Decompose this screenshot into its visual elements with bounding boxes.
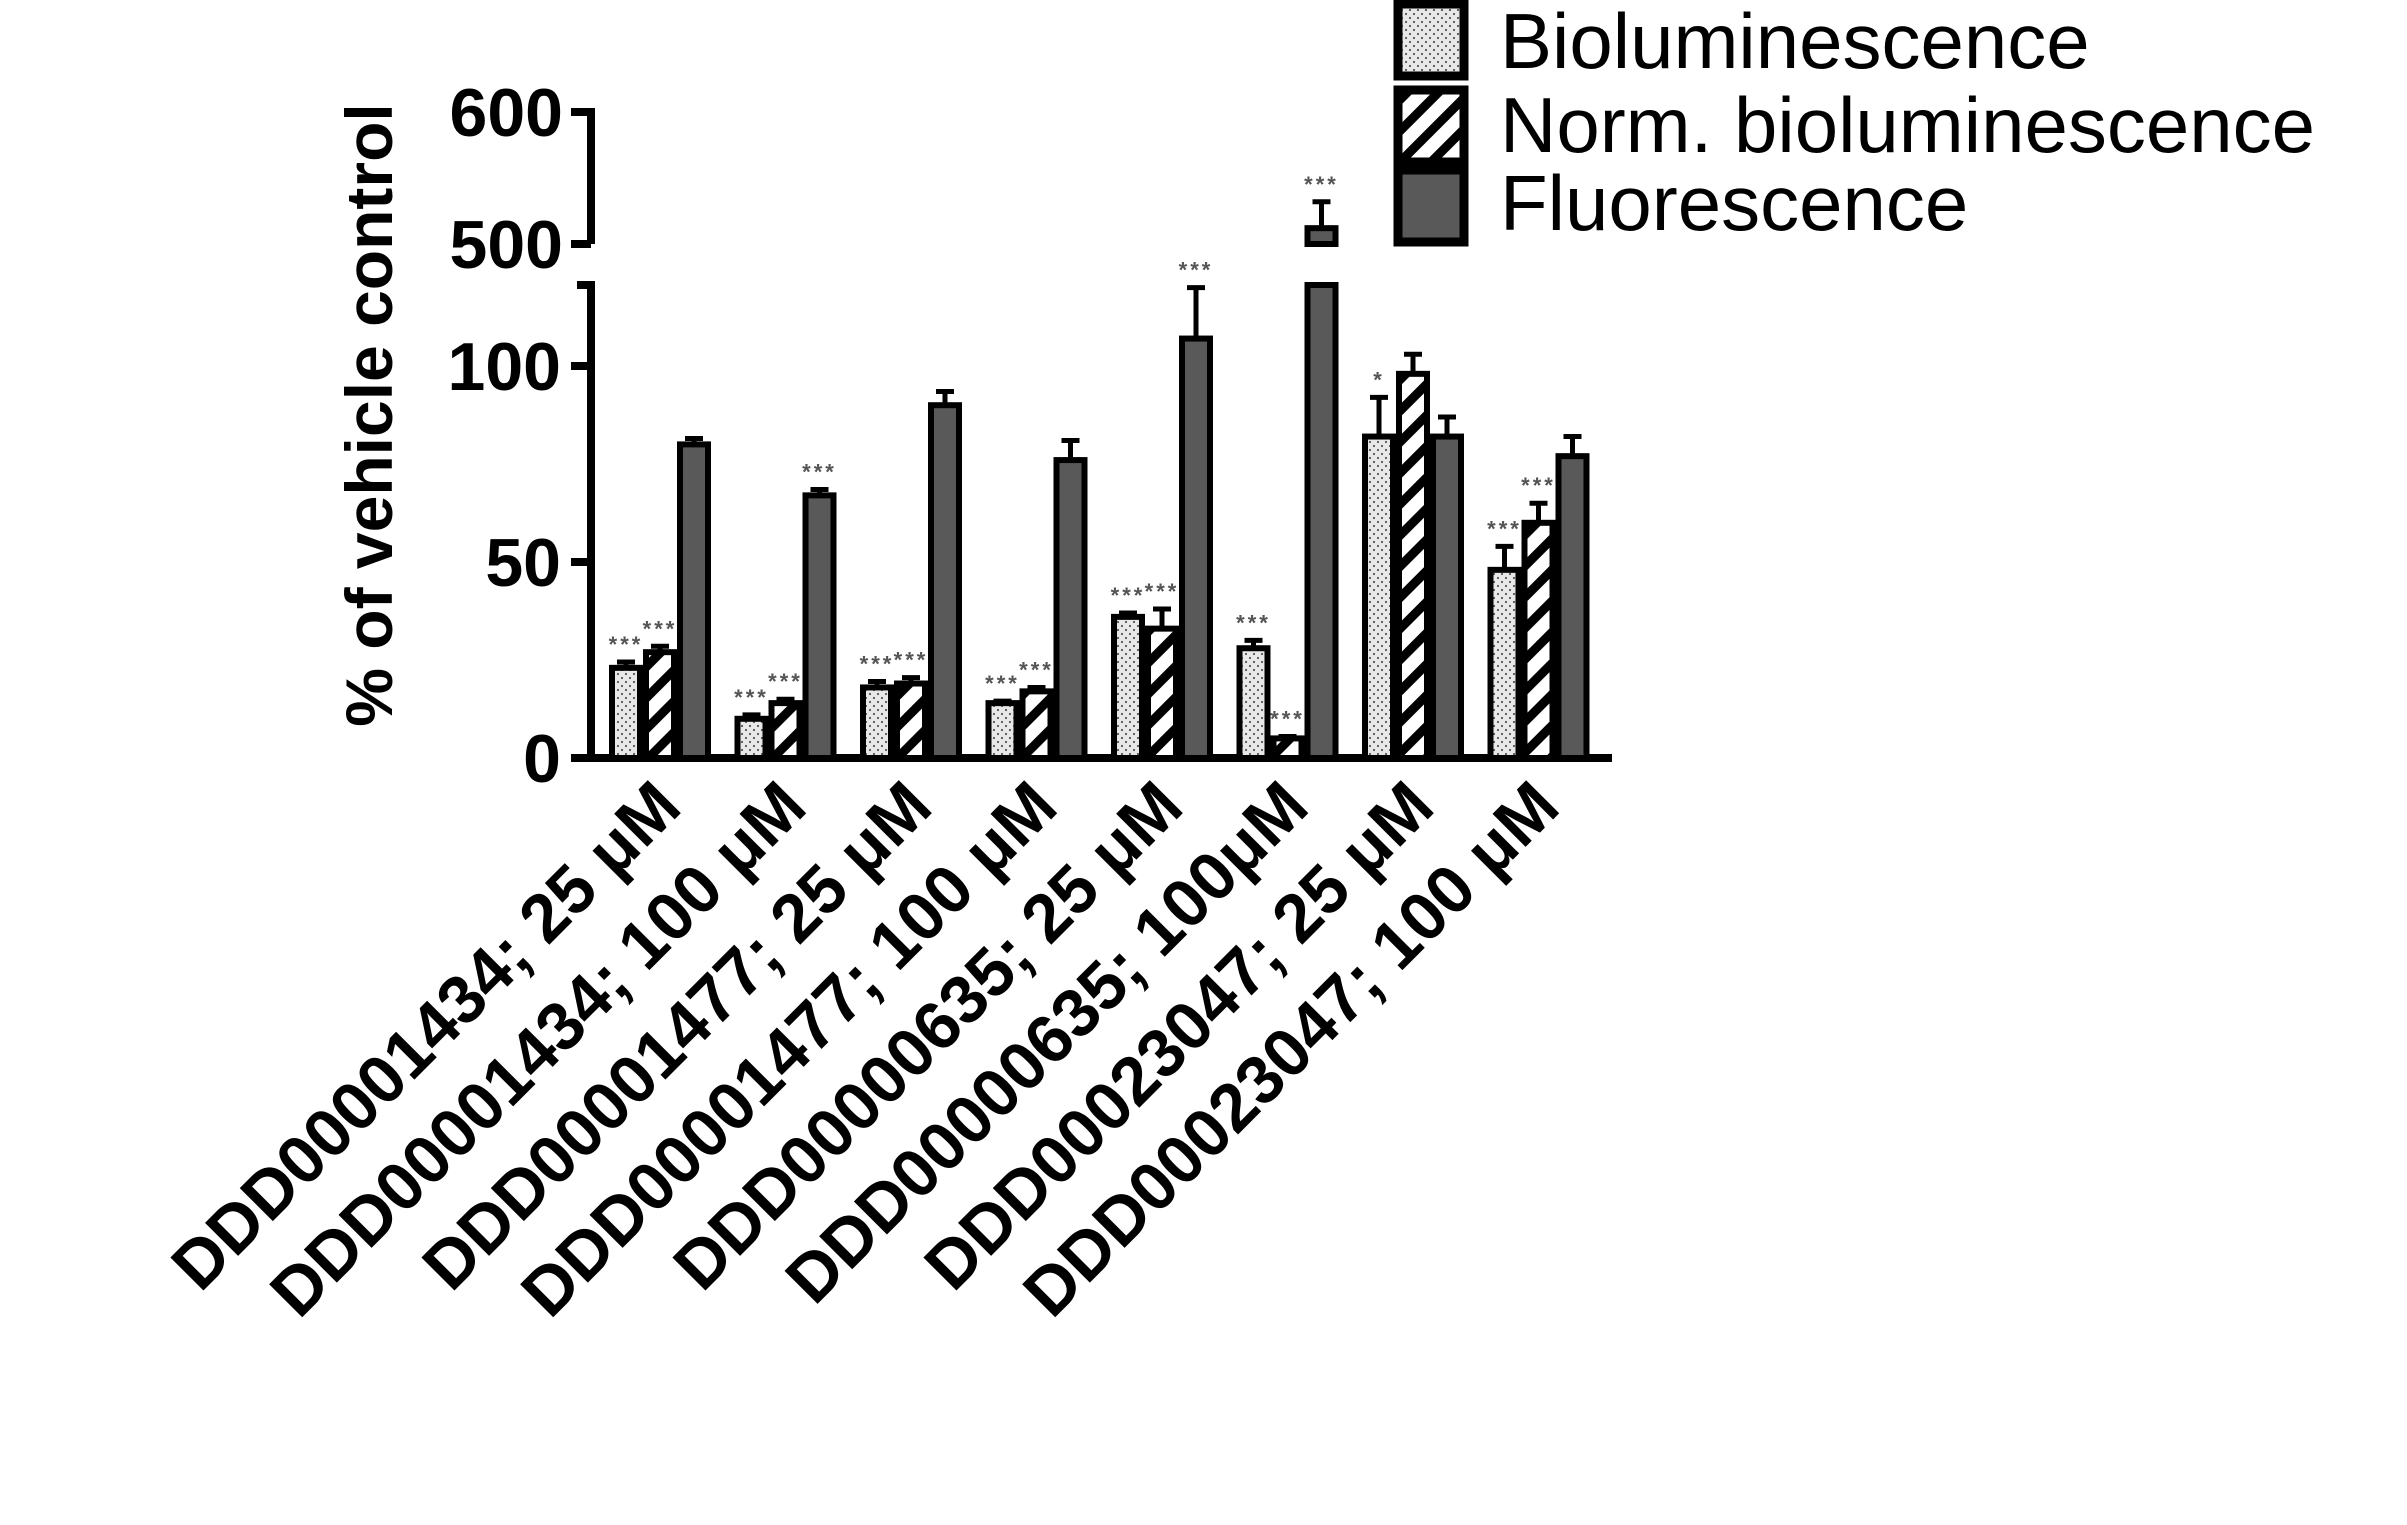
y-tick-label: 100 <box>448 329 561 405</box>
bar-fluorescence-upper <box>1304 225 1339 248</box>
axes: 0 50 100 500 600 <box>448 75 1612 797</box>
bar-norm-bioluminescence <box>1270 735 1305 762</box>
bar-fluorescence <box>1430 433 1464 761</box>
bar-fluorescence <box>1179 335 1213 761</box>
legend-swatch-fluorescence <box>1393 165 1469 247</box>
y-tick-label: 500 <box>450 207 563 283</box>
legend-label-norm-bioluminescence: Norm. bioluminescence <box>1500 81 2315 169</box>
bar-bioluminescence <box>1111 613 1145 761</box>
y-axis-label: % of vehicle control <box>332 103 406 726</box>
legend-swatch-bioluminescence <box>1393 0 1469 81</box>
legend-label-fluorescence: Fluorescence <box>1500 159 1968 247</box>
bar-fluorescence <box>928 402 962 761</box>
bar-norm-bioluminescence <box>1019 688 1054 761</box>
significance-label: *** <box>643 616 678 641</box>
significance-label: *** <box>1487 516 1522 541</box>
significance-label: *** <box>1145 579 1180 604</box>
bar-norm-bioluminescence <box>1396 370 1430 761</box>
significance-label: *** <box>802 459 837 484</box>
significance-label: *** <box>1236 610 1271 635</box>
bar-fluorescence <box>802 492 837 761</box>
significance-label: *** <box>1111 583 1146 608</box>
bar-bioluminescence <box>985 700 1020 761</box>
bar-norm-bioluminescence <box>768 700 803 761</box>
significance-label: *** <box>860 652 895 677</box>
bar-fluorescence <box>677 441 711 761</box>
bar-fluorescence <box>1555 453 1590 761</box>
bar-bioluminescence <box>1487 566 1522 762</box>
significance-label: *** <box>1270 706 1305 731</box>
bar-bioluminescence <box>1362 433 1396 761</box>
significance-label: *** <box>1304 172 1339 197</box>
bar-fluorescence <box>1053 457 1088 761</box>
y-tick-label: 600 <box>450 75 563 151</box>
bar-norm-bioluminescence <box>643 649 677 761</box>
bar-norm-bioluminescence <box>1521 519 1556 761</box>
y-tick-label: 50 <box>485 525 561 601</box>
significance-label: *** <box>1019 657 1054 682</box>
significance-label: *** <box>734 685 769 710</box>
significance-label: *** <box>609 632 644 657</box>
bar-bioluminescence <box>1236 645 1271 761</box>
bars: ****************** ************ **********… <box>609 172 1590 762</box>
legend-swatch-norm-bioluminescence <box>1393 85 1469 167</box>
bar-bioluminescence <box>609 664 643 762</box>
significance-label: * <box>1373 367 1385 392</box>
significance-label: *** <box>1179 258 1214 283</box>
y-tick-label: 0 <box>523 721 561 797</box>
significance-label: *** <box>894 648 929 673</box>
significance-label: *** <box>985 671 1020 696</box>
bar-norm-bioluminescence <box>894 680 928 762</box>
legend: Bioluminescence Norm. bioluminescence Fl… <box>1393 0 2315 247</box>
bar-fluorescence <box>1304 282 1339 761</box>
significance-label: *** <box>1521 473 1556 498</box>
bar-bioluminescence <box>860 684 894 761</box>
significance-label: *** <box>768 669 803 694</box>
bar-bioluminescence <box>734 715 769 761</box>
legend-label-bioluminescence: Bioluminescence <box>1500 0 2090 85</box>
bar-norm-bioluminescence <box>1145 625 1179 762</box>
